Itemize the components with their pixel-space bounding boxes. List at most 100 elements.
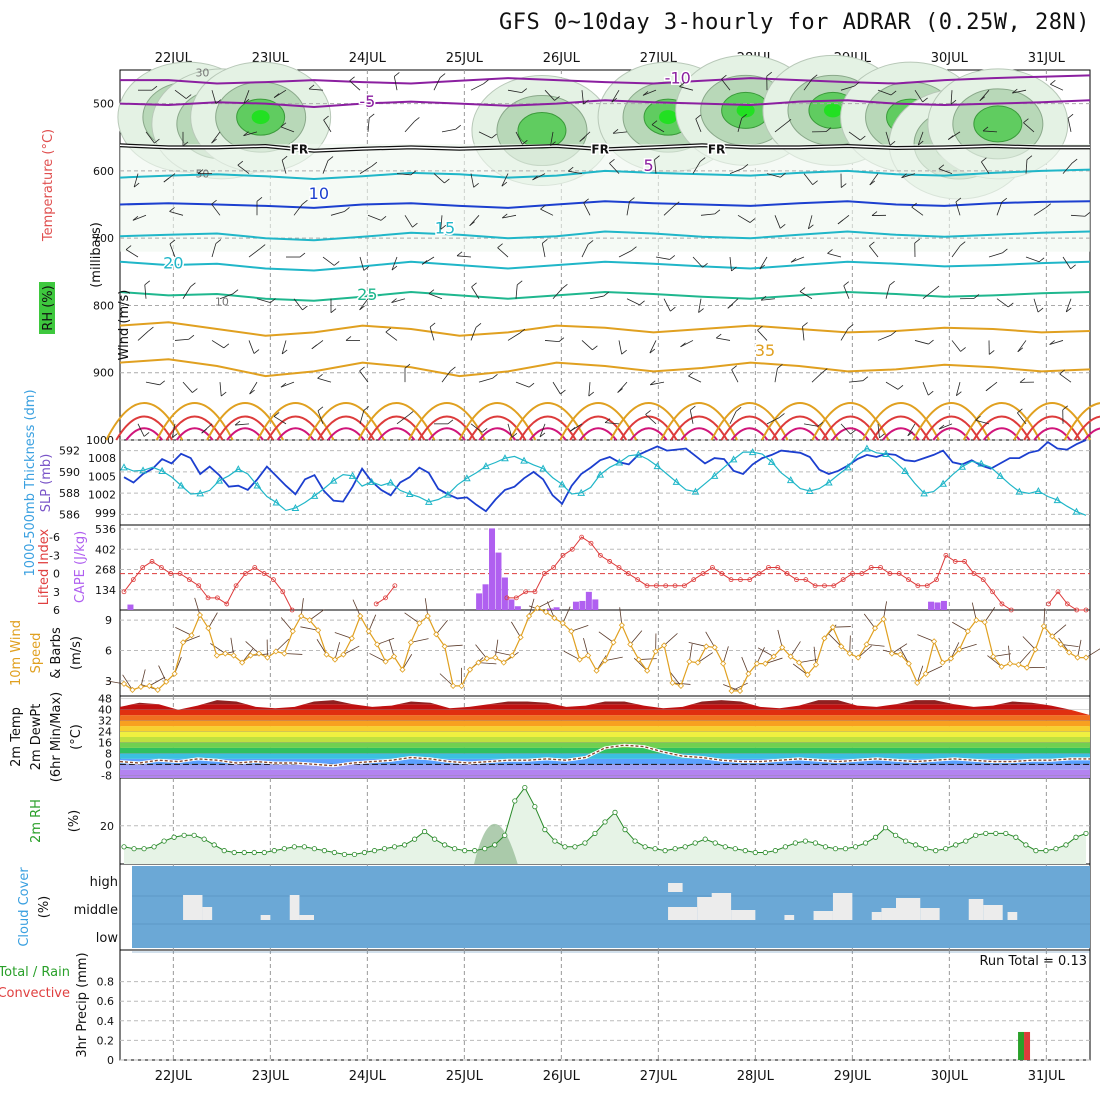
- isotherm-45: [115, 415, 174, 441]
- series-dewpoint: [119, 744, 1090, 767]
- wind-barb-10m: [1051, 624, 1067, 637]
- li-marker: [271, 577, 276, 583]
- wind-barb: [359, 298, 369, 311]
- rh-marker: [772, 848, 778, 854]
- wind-barb-flag: [502, 213, 508, 219]
- wind-barb: [799, 291, 813, 300]
- wind-barb-flag: [679, 82, 685, 87]
- rh-marker: [1013, 834, 1019, 840]
- wind-marker: [871, 625, 879, 632]
- wind-barb-flag: [125, 245, 132, 250]
- wind-barb-flag: [827, 249, 833, 254]
- wind-barb: [137, 330, 149, 341]
- slp-marker: [482, 462, 490, 470]
- wind-barb: [441, 370, 451, 383]
- rh-marker: [913, 842, 919, 848]
- rh-marker: [351, 851, 358, 858]
- li-marker: [243, 571, 248, 576]
- wind-marker: [973, 617, 980, 624]
- wind-barb: [359, 410, 365, 424]
- wind-barb-flag: [988, 350, 995, 355]
- wind-marker: [585, 652, 592, 659]
- isotherm-40: [912, 402, 991, 441]
- wind-barb-flag: [302, 305, 308, 311]
- rh-marker: [231, 849, 237, 856]
- wind-barb-flag: [256, 196, 263, 202]
- wind-barb-10m: [891, 643, 908, 654]
- wind-marker: [348, 635, 355, 642]
- isotherm-label: -10: [665, 68, 691, 87]
- wind-barb-flag: [192, 388, 198, 393]
- wind-marker: [846, 650, 853, 657]
- wind-barb-flag: [302, 199, 308, 205]
- wind-barb-10m: [475, 644, 488, 659]
- wind-barb: [1049, 340, 1064, 345]
- rh-marker: [422, 828, 428, 835]
- wind-barb-flag: [394, 72, 400, 77]
- wind-barb: [700, 213, 715, 216]
- isotherm-40: [206, 402, 285, 441]
- rh-marker: [251, 849, 257, 856]
- li-marker: [280, 589, 286, 595]
- wind-barb: [137, 423, 145, 437]
- wind-barb-10m: [377, 637, 395, 645]
- rh-marker: [862, 840, 869, 846]
- wind-barb-10m: [899, 647, 910, 664]
- wind-barb-flag: [380, 216, 387, 221]
- wind-barb-10m: [688, 643, 693, 662]
- wind-barb-flag: [483, 79, 489, 85]
- slp-marker: [120, 463, 128, 471]
- li-marker: [990, 589, 996, 595]
- wind-barb-flag: [670, 306, 676, 312]
- wind-barb: [766, 417, 780, 425]
- wind-barb-10m: [402, 654, 413, 670]
- wind-barb: [1065, 298, 1072, 313]
- temp-band: [120, 753, 1090, 759]
- isotherm-45: [216, 415, 274, 441]
- rh-marker: [672, 846, 678, 852]
- wind-barb: [605, 422, 620, 425]
- wind-barb-flag: [860, 135, 866, 141]
- wind-barb-10m: [604, 656, 623, 661]
- wind-barb-flag: [450, 366, 456, 372]
- wind-barb-flag: [1070, 264, 1076, 270]
- wind-marker: [998, 663, 1005, 670]
- wind-barb: [774, 215, 781, 229]
- precip-tick: 0.2: [97, 1034, 115, 1047]
- slp-marker: [367, 477, 376, 485]
- wind-barb-flag: [491, 133, 497, 139]
- isotherm-45: [720, 415, 779, 441]
- slp-tick: 1002: [88, 489, 116, 502]
- wind-barb: [249, 381, 258, 395]
- wind-barb-flag: [889, 280, 895, 286]
- wind-barb: [1062, 256, 1071, 269]
- cloud-block: [813, 911, 833, 920]
- wind-barb: [922, 381, 929, 396]
- isotherm-40: [761, 402, 839, 441]
- isotherm-40: [811, 402, 890, 441]
- wind-marker: [416, 620, 423, 627]
- rh-marker: [472, 848, 478, 854]
- wind-barb: [323, 119, 332, 133]
- wind-barb-flag: [811, 74, 818, 80]
- wind-barb: [552, 381, 561, 395]
- cloud-level-label: middle: [74, 903, 118, 918]
- wind-marker: [770, 653, 777, 660]
- wind-barb: [391, 256, 398, 271]
- wind-barb-flag: [148, 326, 154, 332]
- cape-bar: [940, 600, 947, 610]
- precip-tick: 0.6: [97, 995, 115, 1008]
- wind-marker: [255, 650, 263, 657]
- wind-barb-flag: [412, 222, 418, 228]
- wind-barb-10m: [697, 652, 713, 663]
- rh-marker: [712, 840, 718, 846]
- rh-marker: [462, 848, 468, 854]
- li-marker: [719, 571, 725, 576]
- rh-area: [124, 787, 1086, 864]
- slp-marker: [253, 481, 262, 489]
- li-marker: [541, 571, 547, 576]
- wind-barb: [759, 256, 768, 270]
- li-marker: [784, 571, 790, 576]
- cloud-block: [731, 910, 756, 920]
- wind-barb: [938, 168, 953, 174]
